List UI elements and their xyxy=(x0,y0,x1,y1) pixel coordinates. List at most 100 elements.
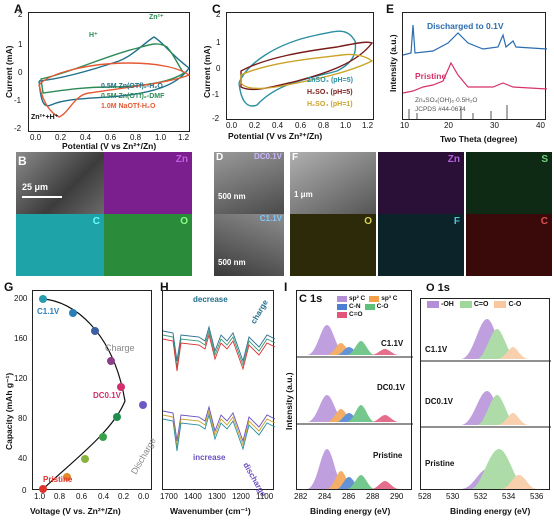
x-axis-title: Potential (V vs Zn²⁺/Zn) xyxy=(62,141,157,151)
xtick: 286 xyxy=(342,492,356,501)
ytick: 1 xyxy=(18,40,23,49)
xtick: 1.2 xyxy=(178,133,190,142)
xrd-pristine xyxy=(402,61,548,94)
xtick: 1.0 xyxy=(155,133,167,142)
eds-map-c: C xyxy=(16,214,104,276)
panel-h: H decrease charge increase discharge 170… xyxy=(158,280,278,524)
eds-f-o: O xyxy=(290,214,376,276)
y-axis-title: Current (mA) xyxy=(202,45,212,98)
xtick: 0.2 xyxy=(55,133,67,142)
panel-i: I Intensity (a.u.) C 1s sp² C sp³ C C-N … xyxy=(280,280,416,524)
xtick: 0.2 xyxy=(249,121,261,130)
sem-image-b: 25 μm xyxy=(16,152,104,214)
x-axis-title: Voltage (V vs. Zn²⁺/Zn) xyxy=(30,506,121,516)
row-label-dc01v: DC0.1V xyxy=(377,383,406,392)
ytick: 200 xyxy=(14,294,28,303)
xps-c1s-peaks xyxy=(297,325,413,489)
cv-curves-a xyxy=(38,36,191,118)
trace-label-pristine: Pristine xyxy=(415,71,447,81)
ytick: -2 xyxy=(212,114,220,123)
xtick: 0.8 xyxy=(130,133,142,142)
legend-sp2: sp² C xyxy=(337,295,365,302)
sem-f: F 1 μm xyxy=(290,152,376,214)
cv-znso4 xyxy=(238,30,357,107)
xtick: 290 xyxy=(390,492,404,501)
y-axis-title: Capacity (mAh g⁻¹) xyxy=(4,372,14,450)
element-label: Zn xyxy=(447,154,460,165)
cv-curves-c xyxy=(238,30,374,107)
row-label-pristine: Pristine xyxy=(425,459,455,468)
xps-o1s: -OH C=O C-O C1.1V DC0.1V Pristine xyxy=(420,298,551,490)
legend-sp3: sp³ C xyxy=(369,295,398,302)
xtick: 1300 xyxy=(208,492,226,501)
row-label-c11v: C1.1V xyxy=(381,339,404,348)
element-label: Zn xyxy=(175,154,188,165)
ytick: 80 xyxy=(18,414,27,423)
panel-b: B 25 μm Zn C O xyxy=(16,152,210,276)
element-label: O xyxy=(364,216,372,227)
xtick: 532 xyxy=(474,492,488,501)
xtick: 534 xyxy=(502,492,516,501)
row-label-dc01v: DC0.1V xyxy=(425,397,454,406)
legend-a-2: 1.0M NaOTf-H₂O xyxy=(101,103,156,110)
ytick: 120 xyxy=(14,374,28,383)
cv-plot-c: ZnSO₄ (pH=5) H₂SO₄ (pH=5) H₂SO₄ (pH=1) xyxy=(226,12,374,120)
xtick: 40 xyxy=(536,121,545,130)
point-label-dc01v: DC0.1V xyxy=(93,391,122,400)
legend-cn: C-N xyxy=(337,303,361,310)
legend-c-0: ZnSO₄ (pH=5) xyxy=(307,77,353,84)
ytick: 2 xyxy=(216,10,221,19)
legend-c-1: H₂SO₄ (pH=5) xyxy=(307,89,353,96)
xtick: 0.4 xyxy=(80,133,92,142)
xtick: 1100 xyxy=(256,492,274,501)
eds-f-f: F xyxy=(378,214,464,276)
xtick: 0.8 xyxy=(54,492,66,501)
legend: sp² C sp³ C C-N C-O C=O xyxy=(337,295,411,318)
xtick: 0.0 xyxy=(226,121,238,130)
capacity-curve xyxy=(39,295,147,493)
panel-label: A xyxy=(14,2,23,16)
xtick: 284 xyxy=(318,492,332,501)
panel-label: G xyxy=(4,280,14,294)
xrd-discharged xyxy=(402,24,548,56)
legend-c-dbl-o: C=O xyxy=(337,311,363,318)
xtick: 10 xyxy=(400,121,409,130)
element-label: S xyxy=(541,154,548,165)
point-label-pristine: Pristine xyxy=(43,475,73,484)
legend-c-dbl-o: C=O xyxy=(459,301,488,308)
xtick: 0.4 xyxy=(272,121,284,130)
legend-c-o: C-O xyxy=(494,301,521,308)
note-decrease: decrease xyxy=(193,295,228,304)
panel-e: E Intensity (a.u.) Discharged to 0.1V Pr… xyxy=(380,0,554,150)
cv-plot-a: Zn²⁺ H⁺ Zn²⁺+H⁺ 0.5M Zn(OTf)₂-H₂O 0.5M Z… xyxy=(28,12,191,132)
ytick: 1 xyxy=(216,38,221,47)
annotation-zn: Zn²⁺ xyxy=(149,14,164,21)
eds-f-s: S xyxy=(466,152,552,214)
element-label: O xyxy=(180,216,188,227)
element-label: C xyxy=(540,216,548,227)
cv-h2so4-ph1 xyxy=(240,53,374,90)
ytick: 0 xyxy=(18,68,23,77)
markers xyxy=(39,295,147,493)
legend-a-1: 0.5M Zn(OTf)₂-DMF xyxy=(101,93,165,100)
eds-map-zn: Zn xyxy=(104,152,192,214)
note-increase: increase xyxy=(193,453,226,462)
sem-dc01v: D DC0.1V 500 nm xyxy=(214,152,284,214)
row-label-c11v: C1.1V xyxy=(425,345,448,354)
xtick: 288 xyxy=(366,492,380,501)
reference-phase: Zn₄SO₄(OH)₆·0.5H₂O xyxy=(415,97,478,104)
panel-c: C Current (mA) ZnSO₄ (pH=5) H₂SO₄ (pH=5)… xyxy=(200,0,380,150)
scale-bar-label: 500 nm xyxy=(218,192,246,201)
trace-label-discharged: Discharged to 0.1V xyxy=(427,21,504,31)
ytick: 0 xyxy=(22,486,27,495)
xps-o1s-peaks xyxy=(421,319,551,489)
xtick: 528 xyxy=(418,492,432,501)
xtick: 1.0 xyxy=(34,492,46,501)
spectrum-title: C 1s xyxy=(299,293,323,305)
panel-label: B xyxy=(18,154,27,168)
scale-bar xyxy=(22,196,62,198)
panel-a: A Current (mA) Zn²⁺ H⁺ Zn²⁺+H⁺ 0.5M Zn(O… xyxy=(0,0,200,151)
xtick: 0.8 xyxy=(318,121,330,130)
cv-zn-otf-h2o xyxy=(38,36,190,107)
panel-d: D DC0.1V 500 nm C1.1V 500 nm xyxy=(214,152,284,276)
